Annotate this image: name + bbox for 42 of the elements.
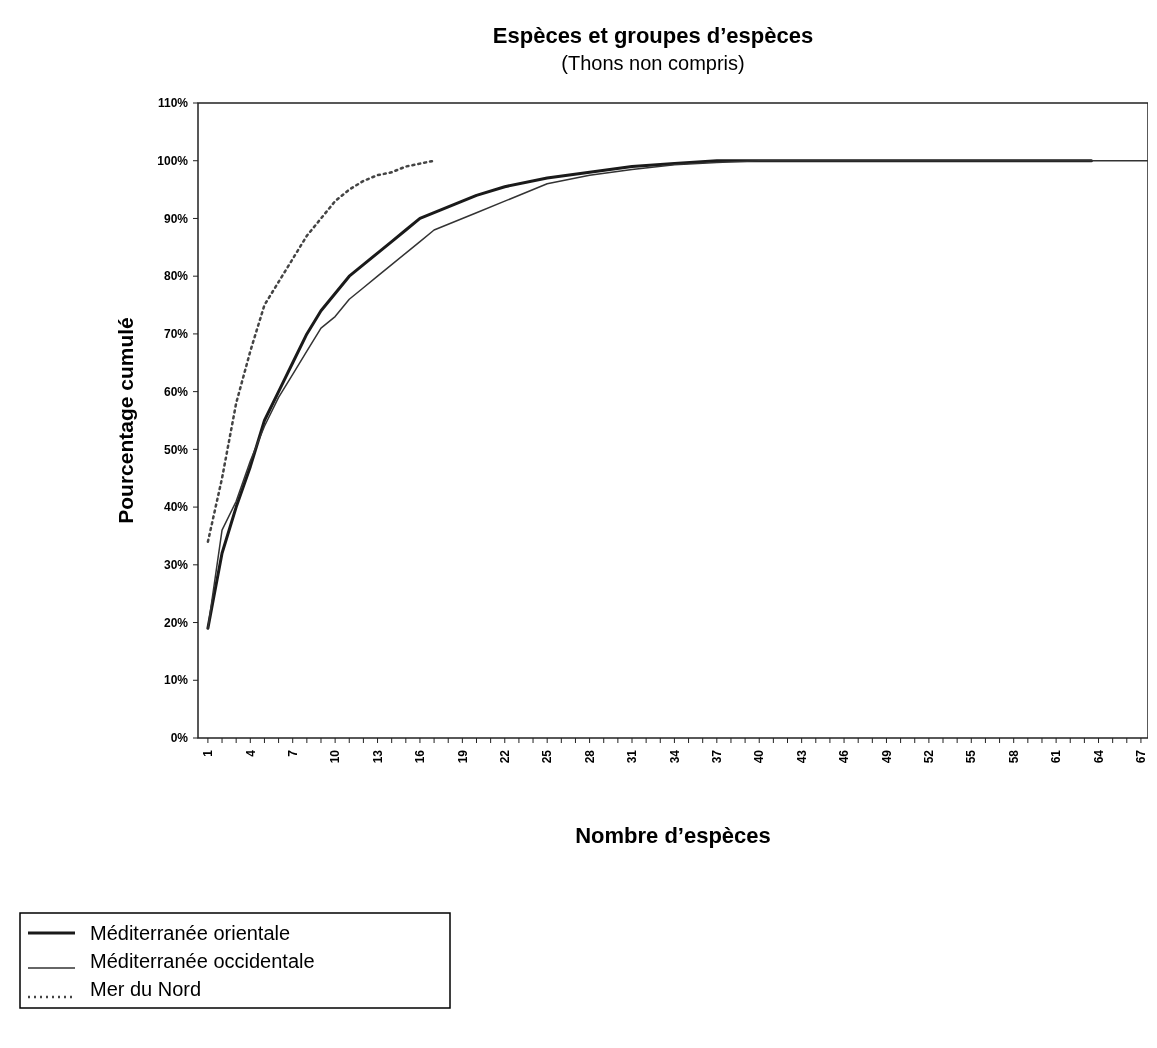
y-tick-label: 90%	[163, 211, 189, 226]
chart-title: Espèces et groupes d’espèces	[492, 23, 814, 48]
y-tick-label: 80%	[163, 269, 189, 284]
y-tick-label: 100%	[157, 153, 189, 168]
x-tick-label: 61	[1049, 749, 1064, 764]
x-tick-label: 49	[879, 749, 894, 764]
chart-subtitle: (Thons non compris)	[561, 52, 745, 74]
y-tick-label: 110%	[157, 96, 189, 111]
legend-label: Méditerranée orientale	[90, 922, 291, 944]
x-tick-label: 1	[201, 749, 216, 757]
x-tick-label: 58	[1006, 749, 1021, 764]
y-tick-label: 70%	[163, 327, 189, 342]
legend-label: Méditerranée occidentale	[90, 950, 315, 972]
x-tick-label: 7	[285, 749, 300, 757]
x-tick-label: 64	[1091, 749, 1106, 764]
y-axis-title: Pourcentage cumulé	[114, 317, 137, 524]
x-tick-label: 13	[370, 749, 385, 764]
x-tick-label: 22	[497, 749, 512, 764]
x-tick-label: 19	[455, 749, 470, 764]
y-tick-label: 40%	[163, 500, 189, 515]
x-tick-label: 52	[922, 749, 937, 764]
x-tick-label: 25	[540, 749, 555, 764]
x-tick-label: 67	[1134, 749, 1149, 764]
x-tick-label: 28	[582, 749, 597, 764]
y-tick-label: 60%	[163, 384, 189, 399]
x-tick-label: 46	[837, 749, 852, 764]
legend-label: Mer du Nord	[90, 978, 202, 1000]
x-tick-label: 37	[710, 749, 725, 764]
y-tick-label: 0%	[170, 731, 189, 746]
y-tick-label: 30%	[163, 558, 189, 573]
x-tick-label: 55	[964, 749, 979, 764]
x-tick-label: 16	[413, 749, 428, 764]
y-tick-label: 20%	[163, 615, 189, 630]
y-tick-label: 10%	[163, 673, 189, 688]
x-tick-label: 10	[328, 749, 343, 764]
x-tick-label: 34	[667, 749, 682, 764]
x-tick-label: 43	[794, 749, 809, 764]
x-tick-label: 31	[625, 749, 640, 764]
y-tick-label: 50%	[163, 442, 189, 457]
x-tick-label: 4	[243, 749, 258, 757]
x-tick-label: 40	[752, 749, 767, 764]
x-axis-title: Nombre d’espèces	[575, 823, 771, 848]
